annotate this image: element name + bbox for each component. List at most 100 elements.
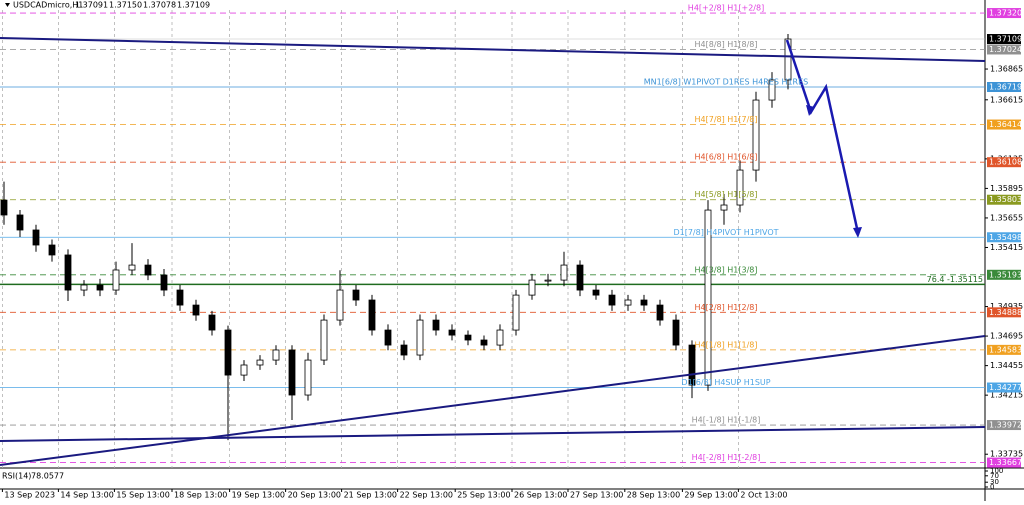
x-tick-label: 22 Sep 13:00 xyxy=(400,491,453,500)
current-price-label: 1.37109 xyxy=(989,35,1022,44)
candle-body xyxy=(528,279,536,296)
candle-body xyxy=(160,274,168,291)
price-box xyxy=(987,119,1021,130)
x-tick-label: 2 Oct 13:00 xyxy=(740,491,787,500)
candle-body xyxy=(320,319,328,361)
candle-body xyxy=(704,209,712,386)
arrow-head xyxy=(853,227,862,238)
level-label: D1[7/8] H4PIVOT H1PIVOT xyxy=(673,228,778,237)
level-label: H4[+2/8] H1[+2/8] xyxy=(688,4,764,13)
quote-value: 1.37150 xyxy=(109,1,142,10)
y-tick-label: 1.35895 xyxy=(990,184,1023,193)
candle-body xyxy=(400,344,408,356)
candle-body xyxy=(384,329,392,346)
level-label: D1[6/8] H4SUP H1SUP xyxy=(681,378,770,387)
quote-value: 1.37078 xyxy=(143,1,176,10)
x-tick-label: 21 Sep 13:00 xyxy=(344,491,397,500)
quote-value: 1.37091 xyxy=(75,1,108,10)
candle-body xyxy=(96,284,104,291)
level-label: MN1[6/8] W1PIVOT D1RES H4RES H1RES xyxy=(644,78,809,87)
price-box-label: 1.33972 xyxy=(989,421,1022,430)
candle-body xyxy=(720,204,728,211)
fib-label: 76.4 -1.35115 xyxy=(927,275,983,284)
candle-body xyxy=(128,264,136,271)
price-box xyxy=(987,8,1021,19)
indicator-tick-label: 100 xyxy=(990,467,1003,475)
candle-body xyxy=(512,294,520,331)
price-box xyxy=(987,157,1021,168)
level-label: H4[7/8] H1[7/8] xyxy=(695,115,758,124)
level-label: H4[1/8] H1[1/8] xyxy=(695,340,758,349)
level-label: H4[-1/8] H1[-1/8] xyxy=(692,416,761,425)
candle-body xyxy=(416,319,424,356)
menu-triangle xyxy=(5,3,10,7)
candle-body xyxy=(224,329,232,376)
price-box xyxy=(987,307,1021,318)
candle-body xyxy=(112,269,120,291)
x-tick-label: 20 Sep 13:00 xyxy=(288,491,341,500)
x-tick-label: 28 Sep 13:00 xyxy=(627,491,680,500)
candle-body xyxy=(592,289,600,296)
indicator-tick-label: 0 xyxy=(990,483,994,491)
candle-body xyxy=(0,199,8,216)
candle-body xyxy=(368,299,376,331)
candle-body xyxy=(736,169,744,206)
candle-body xyxy=(672,319,680,346)
candle-body xyxy=(32,229,40,246)
price-box xyxy=(987,44,1021,55)
candle-body xyxy=(192,304,200,316)
candle-body xyxy=(544,279,552,282)
y-tick-label: 1.34455 xyxy=(990,361,1023,370)
price-box-label: 1.34277 xyxy=(989,383,1022,392)
candle-body xyxy=(432,319,440,331)
candle-body xyxy=(624,299,632,306)
indicator-name: RSI(14) xyxy=(2,472,31,481)
x-tick-label: 14 Sep 13:00 xyxy=(60,491,113,500)
y-tick-label: 1.35415 xyxy=(990,243,1023,252)
current-price-box xyxy=(987,34,1021,45)
level-label: H4[2/8] H1[2/8] xyxy=(695,303,758,312)
candle-body xyxy=(576,264,584,291)
level-label: H4[5/8] H1[5/8] xyxy=(695,190,758,199)
x-tick-label: 13 Sep 2023 xyxy=(4,491,55,500)
price-box xyxy=(987,344,1021,355)
x-tick-label: 19 Sep 13:00 xyxy=(232,491,285,500)
price-box-label: 1.35803 xyxy=(989,195,1022,204)
y-tick-label: 1.33735 xyxy=(990,450,1023,459)
level-label: H4[6/8] H1[6/8] xyxy=(695,153,758,162)
candle-body xyxy=(336,289,344,321)
candle-body xyxy=(480,339,488,346)
candle-body xyxy=(768,79,776,101)
price-box-label: 1.35193 xyxy=(989,270,1022,279)
trend-line xyxy=(0,426,986,442)
candle-body xyxy=(16,214,24,231)
y-tick-label: 1.36615 xyxy=(990,95,1023,104)
price-box xyxy=(987,194,1021,205)
trend-line xyxy=(0,335,986,466)
levels xyxy=(0,10,985,468)
x-tick-label: 29 Sep 13:00 xyxy=(684,491,737,500)
candle-body xyxy=(256,359,264,366)
x-tick-label: 27 Sep 13:00 xyxy=(570,491,623,500)
forecast-arrow xyxy=(785,39,860,234)
candle-body xyxy=(176,289,184,306)
trend-line xyxy=(0,37,986,62)
x-tick-label: 18 Sep 13:00 xyxy=(174,491,227,500)
candle-body xyxy=(448,329,456,336)
price-box xyxy=(987,82,1021,93)
y-tick-label: 1.34215 xyxy=(990,391,1023,400)
candle-body xyxy=(48,244,56,256)
price-box-label: 1.37320 xyxy=(989,9,1022,18)
candles xyxy=(0,33,792,441)
candle-body xyxy=(560,264,568,281)
price-box-label: 1.36108 xyxy=(989,158,1022,167)
x-tick-label: 15 Sep 13:00 xyxy=(116,491,169,500)
price-box-label: 1.34888 xyxy=(989,308,1022,317)
x-tick-label: 25 Sep 13:00 xyxy=(457,491,510,500)
quote-value: 1.37109 xyxy=(177,1,210,10)
price-box xyxy=(987,269,1021,280)
price-box xyxy=(987,457,1021,468)
candle-body xyxy=(304,359,312,396)
symbol: USDCADmicro,H1 xyxy=(13,1,83,10)
candle-body xyxy=(688,344,696,386)
